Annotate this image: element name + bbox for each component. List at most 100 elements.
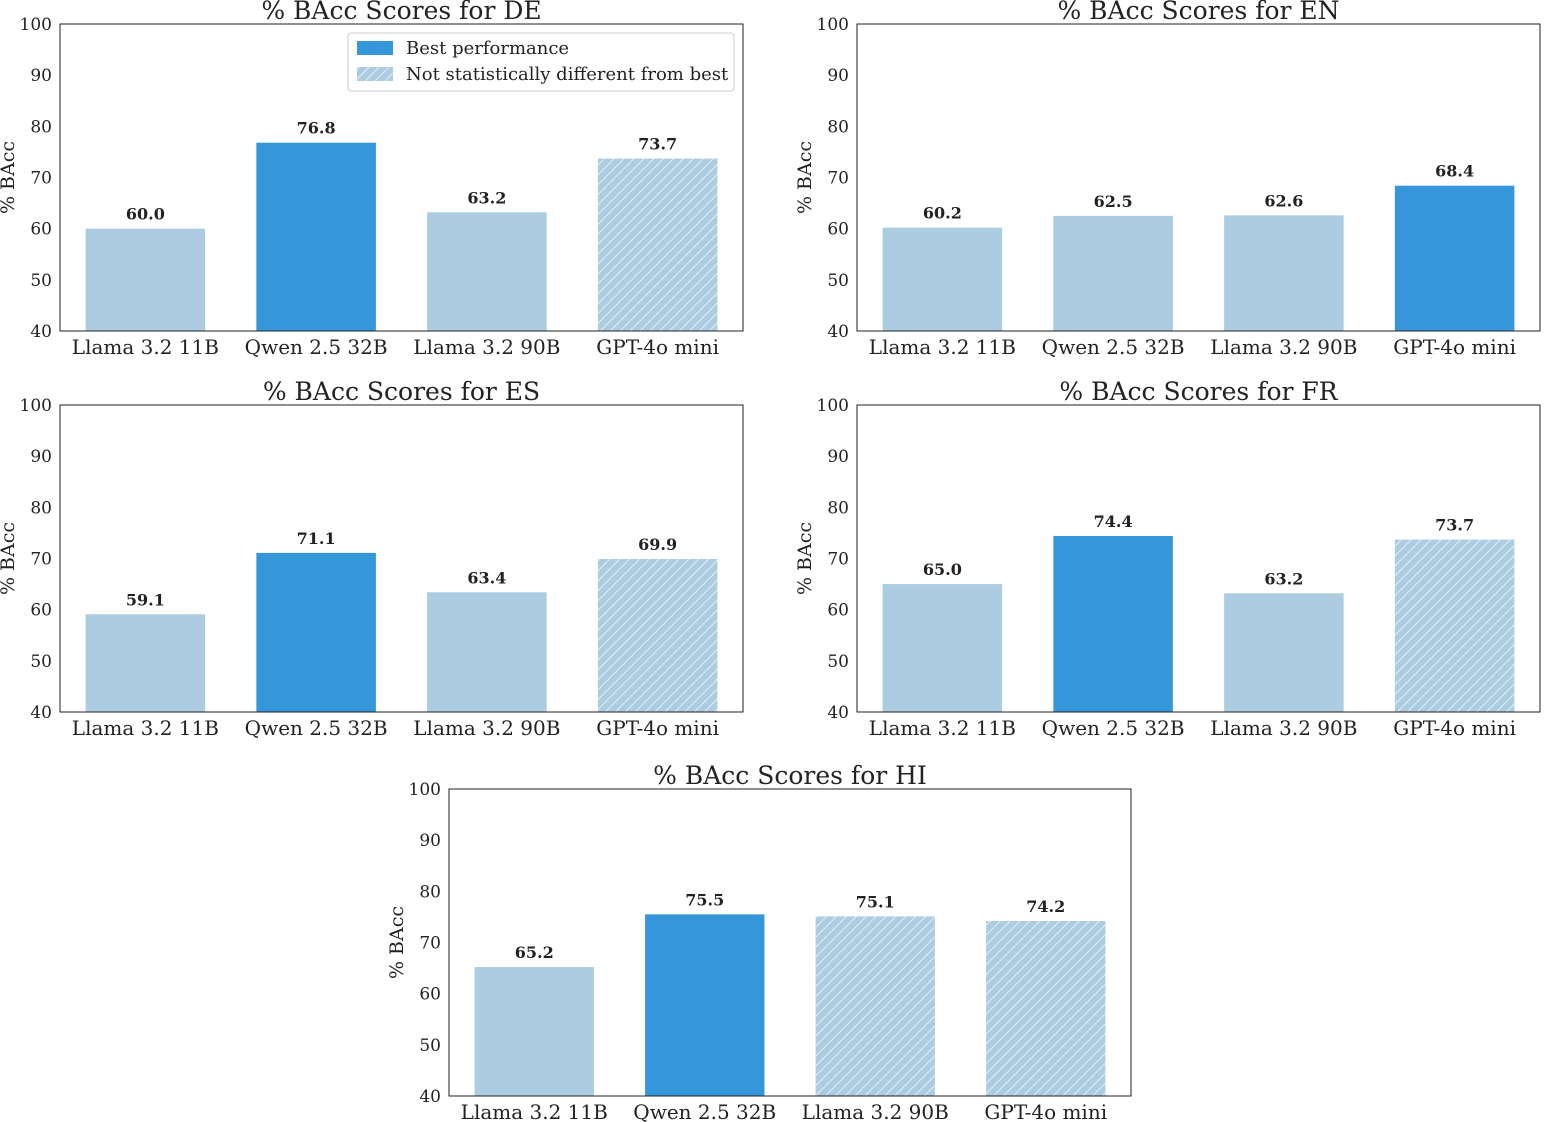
y-tick-label: 60 [30, 220, 52, 240]
y-tick-label: 40 [827, 322, 849, 342]
bar-value-label: 60.0 [126, 205, 165, 224]
y-tick-label: 40 [827, 703, 849, 723]
x-tick-label: Llama 3.2 11B [72, 335, 219, 359]
y-tick-label: 100 [20, 15, 52, 35]
x-tick-label: Llama 3.2 11B [869, 716, 1016, 740]
axes-frame [448, 788, 1132, 1097]
bar-value-label: 63.2 [1264, 569, 1303, 588]
bar [986, 921, 1106, 1096]
x-tick-label: Qwen 2.5 32B [245, 716, 388, 740]
bar [256, 142, 376, 331]
bar [645, 914, 765, 1096]
bar-value-label: 60.2 [923, 204, 962, 223]
bar-value-label: 76.8 [297, 119, 336, 138]
bar-value-label: 75.5 [685, 890, 724, 909]
legend: Best performance Not statistically diffe… [347, 32, 735, 92]
bar [1053, 215, 1173, 331]
bar [1394, 185, 1515, 331]
bar [1053, 535, 1173, 712]
x-tick-label: Qwen 2.5 32B [633, 1100, 776, 1122]
x-tick-label: Llama 3.2 90B [413, 716, 560, 740]
y-tick-label: 70 [30, 550, 52, 570]
bar-value-label: 59.1 [126, 590, 165, 609]
y-axis-label: % BAcc [794, 522, 816, 595]
x-tick-label: GPT-4o mini [1393, 335, 1516, 359]
bar [85, 614, 206, 712]
y-tick-label: 90 [827, 447, 849, 467]
y-tick-label: 50 [827, 271, 849, 291]
bar-value-label: 73.7 [1435, 516, 1474, 535]
y-tick-label: 100 [817, 15, 849, 35]
y-tick-label: 90 [30, 66, 52, 86]
x-tick-label: GPT-4o mini [1393, 716, 1516, 740]
axes-frame [856, 404, 1541, 713]
y-tick-label: 90 [419, 831, 441, 851]
y-tick-label: 40 [30, 322, 52, 342]
bar [256, 552, 376, 712]
y-tick-label: 80 [827, 498, 849, 518]
x-tick-label: Llama 3.2 90B [1210, 335, 1357, 359]
x-tick-label: GPT-4o mini [596, 335, 719, 359]
y-tick-label: 50 [827, 652, 849, 672]
bar [815, 916, 935, 1096]
x-tick-label: Llama 3.2 90B [802, 1100, 949, 1122]
bar-value-label: 74.4 [1094, 512, 1133, 531]
bar [85, 228, 206, 331]
y-tick-label: 40 [30, 703, 52, 723]
y-axis-label: % BAcc [386, 906, 408, 979]
y-tick-label: 90 [827, 66, 849, 86]
x-tick-label: GPT-4o mini [984, 1100, 1107, 1122]
bar-value-label: 71.1 [297, 529, 336, 548]
chart-fr: % BAcc Scores for FR % BAcc 40 50 60 70 80 90 10… [794, 377, 1541, 740]
bar [882, 227, 1003, 331]
y-axis-label: % BAcc [0, 522, 19, 595]
axes-frame [59, 23, 744, 332]
bar [1224, 215, 1344, 331]
chart-title: % BAcc Scores for ES [263, 377, 540, 406]
legend-label-not-different: Not statistically different from best [406, 64, 729, 85]
x-tick-label: Llama 3.2 90B [413, 335, 560, 359]
y-tick-label: 80 [30, 117, 52, 137]
bar-value-label: 65.0 [923, 560, 962, 579]
y-tick-label: 80 [827, 117, 849, 137]
y-tick-label: 60 [419, 985, 441, 1005]
x-tick-label: GPT-4o mini [596, 716, 719, 740]
bar-value-label: 75.1 [856, 892, 895, 911]
bar-value-label: 74.2 [1026, 897, 1065, 916]
x-tick-label: Llama 3.2 11B [869, 335, 1016, 359]
y-tick-label: 60 [827, 601, 849, 621]
x-tick-label: Qwen 2.5 32B [1042, 335, 1185, 359]
y-tick-label: 80 [30, 498, 52, 518]
y-tick-label: 100 [20, 396, 52, 416]
chart-hi: % BAcc Scores for HI % BAcc 40 50 60 70 80 90 10… [386, 761, 1132, 1122]
bar [597, 158, 718, 331]
y-tick-label: 70 [419, 934, 441, 954]
y-tick-label: 70 [827, 169, 849, 189]
x-tick-label: Llama 3.2 11B [461, 1100, 608, 1122]
bar [597, 559, 718, 712]
y-tick-label: 90 [30, 447, 52, 467]
bar-value-label: 69.9 [638, 535, 677, 554]
axes-frame [59, 404, 744, 713]
chart-de: % BAcc Scores for DE % BAcc 40 50 60 70 80 90 10… [0, 0, 744, 359]
y-tick-label: 80 [419, 882, 441, 902]
bar-value-label: 62.6 [1264, 191, 1303, 210]
bar [474, 967, 594, 1096]
y-tick-label: 50 [419, 1036, 441, 1056]
y-tick-label: 50 [30, 652, 52, 672]
bar [427, 212, 547, 331]
bar-value-label: 68.4 [1435, 162, 1474, 181]
axes-frame [856, 23, 1541, 332]
y-tick-label: 100 [817, 396, 849, 416]
bar-value-label: 65.2 [515, 943, 554, 962]
y-tick-label: 100 [409, 780, 441, 800]
chart-en: % BAcc Scores for EN % BAcc 40 50 60 70 80 90 10… [794, 0, 1541, 359]
bar [882, 584, 1003, 712]
bar-value-label: 63.2 [467, 188, 506, 207]
y-axis-label: % BAcc [794, 141, 816, 214]
y-axis-label: % BAcc [0, 141, 19, 214]
x-tick-label: Llama 3.2 90B [1210, 716, 1357, 740]
chart-title: % BAcc Scores for FR [1059, 377, 1338, 406]
legend-swatch-best [357, 41, 393, 55]
